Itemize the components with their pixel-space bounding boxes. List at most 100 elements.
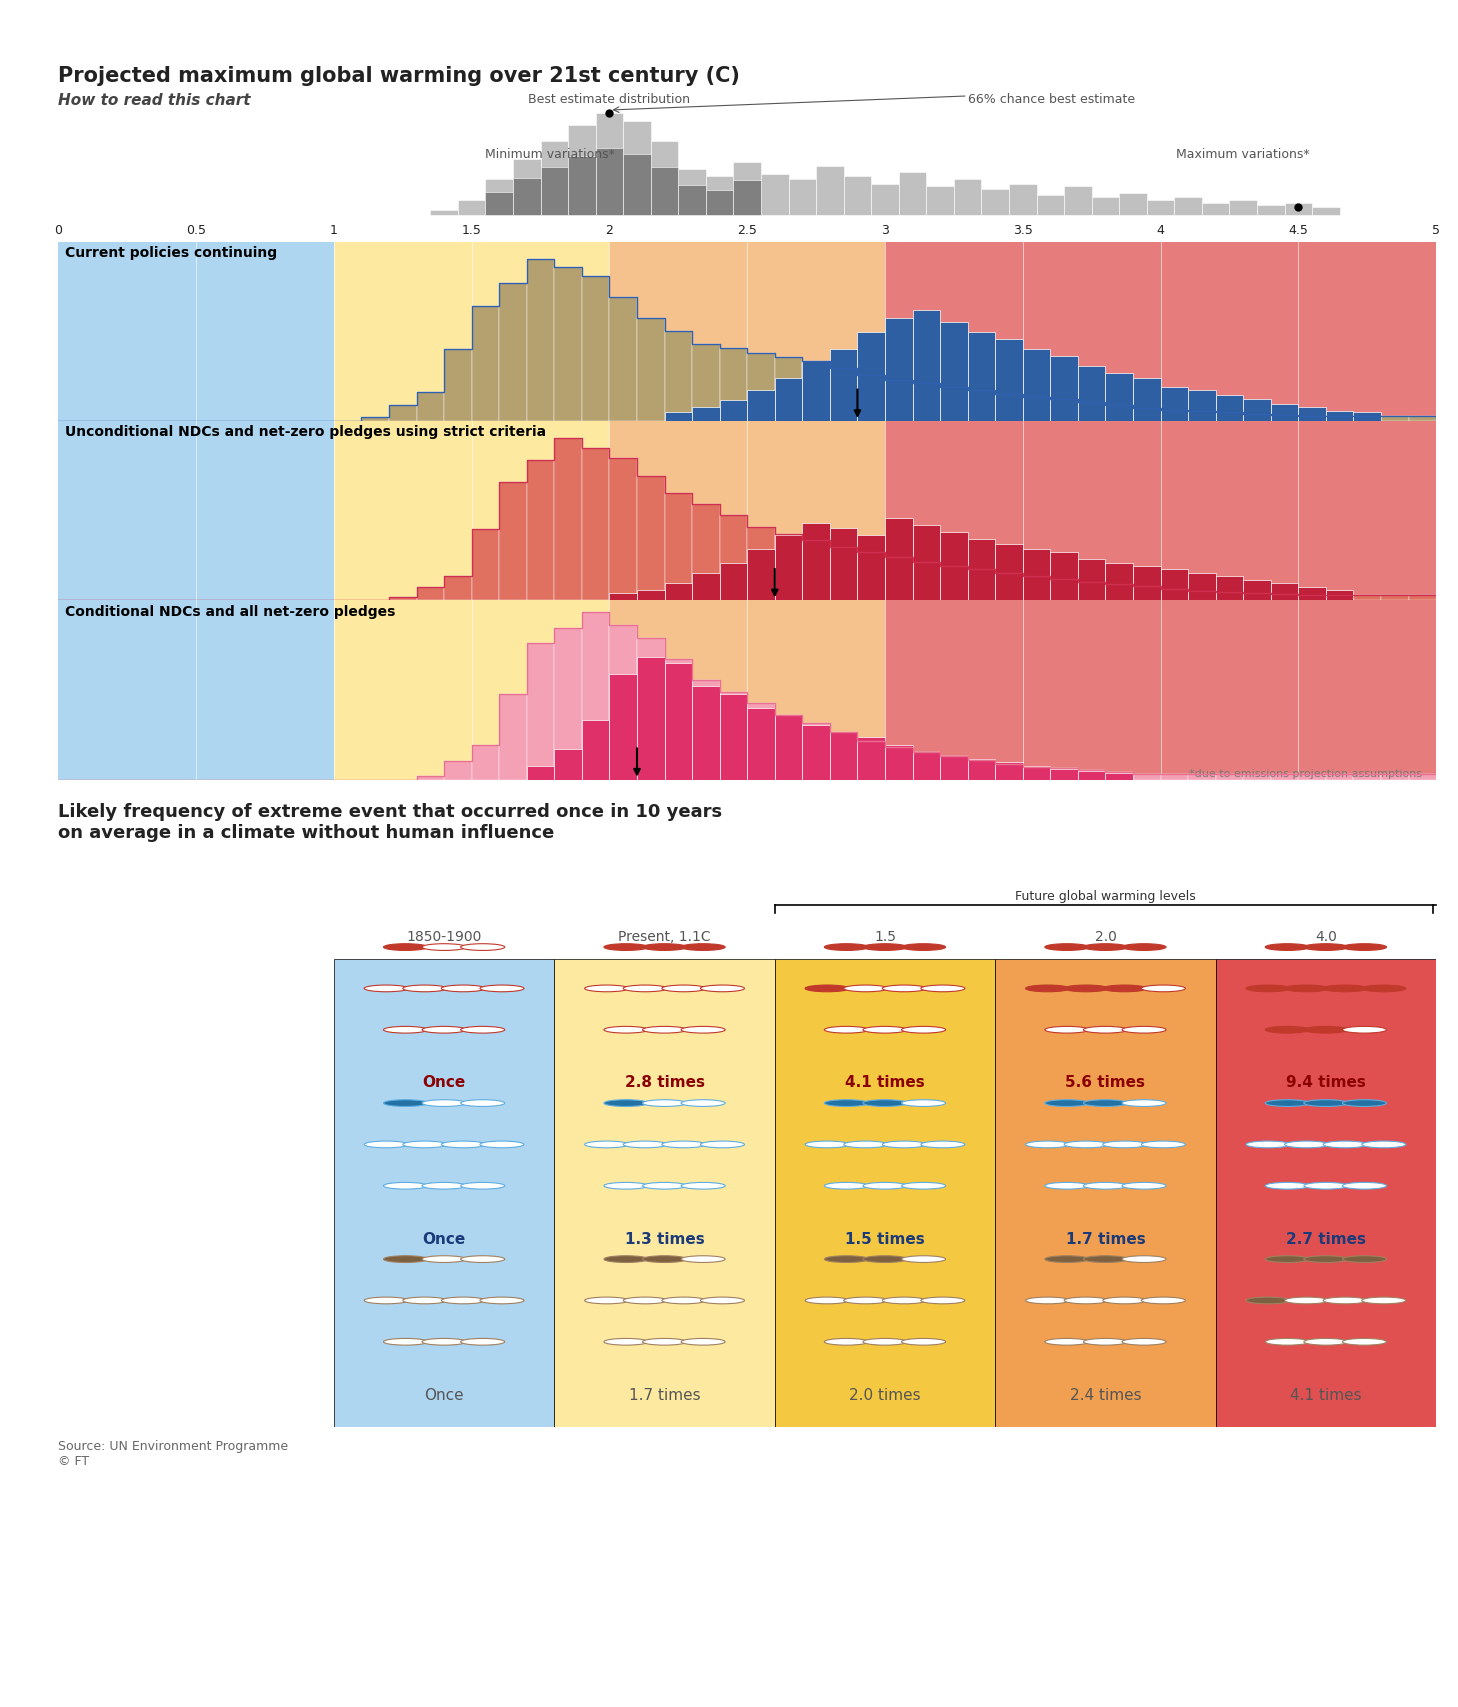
Text: 9.4 times: 9.4 times — [1286, 1075, 1366, 1089]
Ellipse shape — [1142, 1297, 1185, 1304]
Bar — [996, 959, 1216, 1427]
Bar — [582, 277, 609, 422]
Bar — [582, 613, 609, 780]
Ellipse shape — [824, 1256, 869, 1263]
Ellipse shape — [681, 1099, 725, 1106]
Ellipse shape — [1343, 1099, 1387, 1106]
Ellipse shape — [383, 1099, 427, 1106]
Ellipse shape — [1123, 1338, 1166, 1345]
Bar — [58, 242, 334, 422]
Ellipse shape — [1266, 1338, 1309, 1345]
Text: 1.3 times: 1.3 times — [624, 1231, 704, 1246]
Text: 4: 4 — [1156, 224, 1165, 237]
Bar — [981, 191, 1009, 217]
Ellipse shape — [921, 985, 965, 992]
Bar — [1353, 413, 1381, 422]
Bar — [940, 533, 968, 601]
Ellipse shape — [921, 1142, 965, 1149]
Text: Unconditional NDCs and net-zero pledges using strict criteria: Unconditional NDCs and net-zero pledges … — [66, 425, 547, 439]
Bar — [499, 483, 526, 601]
Ellipse shape — [662, 1297, 706, 1304]
Bar — [472, 746, 499, 780]
Bar — [1024, 766, 1050, 780]
Bar — [830, 548, 857, 601]
Bar — [58, 422, 334, 601]
Bar — [789, 181, 816, 217]
Bar — [926, 188, 954, 217]
Ellipse shape — [1083, 1099, 1127, 1106]
Bar — [913, 753, 940, 780]
Ellipse shape — [824, 1183, 869, 1190]
Bar — [526, 644, 554, 780]
Ellipse shape — [623, 1142, 668, 1149]
Bar — [746, 703, 774, 780]
Ellipse shape — [1064, 1297, 1108, 1304]
Bar — [526, 259, 554, 422]
Bar — [541, 142, 569, 217]
Bar — [1257, 207, 1284, 217]
Bar — [569, 157, 596, 217]
Bar — [857, 741, 885, 780]
Bar — [1298, 587, 1325, 601]
Ellipse shape — [643, 1338, 687, 1345]
Text: 4.0: 4.0 — [1315, 929, 1337, 942]
Bar — [816, 167, 844, 217]
Bar — [733, 162, 761, 217]
Ellipse shape — [364, 1297, 408, 1304]
Bar — [609, 601, 885, 780]
Bar — [1174, 198, 1201, 217]
Bar — [1105, 584, 1133, 601]
Bar — [1244, 594, 1271, 601]
Ellipse shape — [643, 944, 687, 951]
Ellipse shape — [844, 1297, 888, 1304]
Bar — [1216, 577, 1244, 601]
Bar — [706, 191, 733, 217]
Ellipse shape — [1343, 944, 1387, 951]
Ellipse shape — [421, 1028, 467, 1033]
Bar — [733, 181, 761, 217]
Bar — [968, 391, 996, 422]
Bar — [844, 178, 872, 217]
Bar — [1024, 398, 1050, 422]
Bar — [623, 121, 650, 217]
Ellipse shape — [461, 1338, 504, 1345]
Ellipse shape — [383, 1028, 427, 1033]
Ellipse shape — [1045, 1183, 1089, 1190]
Bar — [678, 171, 706, 217]
Bar — [774, 536, 802, 601]
Ellipse shape — [1303, 1028, 1349, 1033]
Bar — [802, 541, 830, 601]
Ellipse shape — [863, 1256, 907, 1263]
Ellipse shape — [585, 985, 628, 992]
Text: 3.5: 3.5 — [1013, 224, 1032, 237]
Bar — [1325, 775, 1353, 780]
Bar — [1244, 399, 1271, 422]
Bar — [913, 311, 940, 422]
Ellipse shape — [901, 1338, 946, 1345]
Ellipse shape — [1343, 1256, 1387, 1263]
Ellipse shape — [623, 1297, 668, 1304]
Ellipse shape — [805, 1142, 849, 1149]
Ellipse shape — [1303, 944, 1349, 951]
Bar — [458, 201, 486, 217]
Bar — [1050, 357, 1077, 422]
Bar — [1216, 413, 1244, 422]
Bar — [774, 715, 802, 780]
Bar — [609, 674, 637, 780]
Ellipse shape — [1102, 1297, 1147, 1304]
Ellipse shape — [921, 1297, 965, 1304]
Bar — [1092, 198, 1120, 217]
Ellipse shape — [604, 1099, 647, 1106]
Bar — [554, 268, 582, 422]
Bar — [665, 331, 693, 422]
Text: Best estimate distribution: Best estimate distribution — [528, 92, 691, 106]
Ellipse shape — [1266, 1099, 1309, 1106]
Bar — [1284, 203, 1312, 217]
Bar — [665, 659, 693, 780]
Bar — [665, 664, 693, 780]
Ellipse shape — [1247, 1297, 1290, 1304]
Text: 2.0 times: 2.0 times — [849, 1386, 921, 1401]
Ellipse shape — [1362, 1297, 1406, 1304]
Bar — [954, 181, 981, 217]
Bar — [417, 587, 445, 601]
